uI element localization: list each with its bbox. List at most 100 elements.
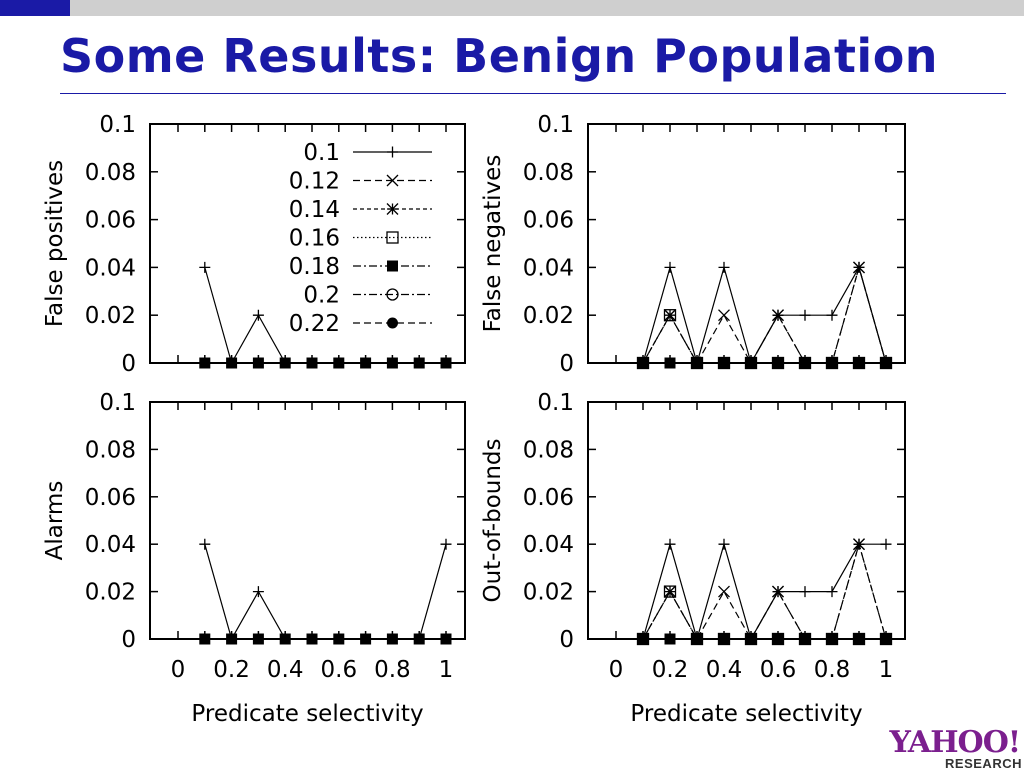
- slide-title: Some Results: Benign Population: [60, 29, 939, 83]
- data-point: [718, 538, 730, 550]
- data-point: [664, 538, 676, 550]
- legend-label: 0.12: [289, 169, 340, 195]
- series-line: [204, 267, 446, 365]
- y-axis-label: Out-of-bounds: [480, 438, 506, 602]
- data-point: [880, 357, 892, 369]
- x-tick-label: 0.4: [267, 657, 304, 683]
- y-tick-label: 0.02: [523, 580, 574, 606]
- y-tick-label: 0.04: [523, 532, 574, 558]
- data-point: [745, 357, 757, 369]
- legend-marker: [386, 203, 399, 215]
- data-point: [826, 586, 838, 598]
- data-point: [691, 633, 703, 645]
- legend-label: 0.16: [289, 226, 340, 252]
- y-tick-label: 0: [559, 627, 574, 653]
- data-point: [853, 538, 865, 550]
- logo-brand: YAHOO!: [889, 725, 1021, 760]
- data-point: [413, 633, 425, 645]
- y-tick-label: 0.08: [523, 437, 574, 463]
- x-tick-label: 0.6: [321, 657, 358, 683]
- legend-label: 0.2: [303, 283, 340, 309]
- data-point: [826, 357, 838, 369]
- x-tick-label: 0.8: [814, 657, 851, 683]
- data-point: [664, 585, 676, 598]
- data-point: [853, 261, 865, 273]
- data-point: [718, 261, 730, 273]
- data-point: [771, 356, 785, 370]
- x-tick-label: 1: [879, 657, 894, 683]
- data-point: [772, 586, 784, 598]
- data-point: [880, 633, 892, 645]
- data-point: [880, 538, 892, 550]
- series-line: [642, 265, 887, 365]
- legend-label: 0.14: [289, 197, 340, 223]
- y-tick-label: 0: [121, 351, 136, 377]
- data-point: [252, 357, 264, 369]
- y-tick-label: 0.04: [523, 255, 574, 281]
- x-tick-label: 0.6: [760, 657, 797, 683]
- data-point: [772, 633, 784, 645]
- series-line: [204, 544, 447, 641]
- top-bar: [0, 0, 1024, 16]
- data-point: [226, 357, 238, 369]
- y-tick-label: 0.1: [537, 112, 574, 138]
- plot-frame: [587, 401, 906, 640]
- data-point: [252, 586, 264, 598]
- y-tick-label: 0.02: [85, 580, 136, 606]
- series-0.1: [637, 261, 892, 369]
- data-point: [852, 632, 866, 646]
- data-point: [252, 309, 264, 321]
- legend-label: 0.1: [303, 140, 340, 166]
- x-tick-label: 0: [171, 657, 186, 683]
- data-point: [771, 632, 785, 646]
- x-tick-label: 0.2: [213, 657, 250, 683]
- y-tick-label: 0.06: [85, 485, 136, 511]
- chart-panel-alarms: 0 0.02 0.04 0.06 0.08 0.1 0 0.2 0.4 0.6 0.8 1 Alarms…: [42, 390, 466, 727]
- series-line: [642, 542, 887, 640]
- data-point: [691, 357, 703, 369]
- data-point: [637, 633, 649, 645]
- data-point: [853, 633, 865, 645]
- chart-panel-out-of-bounds: 0 0.02 0.04 0.06 0.08 0.1 0 0.2 0.4 0.6 0.8 1 Out-of…: [480, 390, 906, 727]
- chart-panel-false-negatives: 0 0.02 0.04 0.06 0.08 0.1 False negatives: [480, 112, 906, 377]
- data-point: [664, 261, 676, 273]
- data-point: [799, 586, 811, 598]
- data-point: [279, 357, 291, 369]
- data-point: [360, 633, 372, 645]
- data-point: [664, 357, 676, 369]
- data-point: [799, 309, 811, 321]
- data-point: [440, 357, 452, 369]
- plot-frame: [587, 123, 906, 364]
- legend-label: 0.18: [289, 254, 340, 280]
- data-point: [664, 633, 676, 645]
- y-tick-label: 0.02: [85, 303, 136, 329]
- data-point: [199, 261, 211, 273]
- data-point: [799, 633, 811, 645]
- data-point: [333, 633, 345, 645]
- x-axis-label: Predicate selectivity: [191, 701, 423, 727]
- data-point: [826, 633, 838, 645]
- series-0.1: [199, 261, 452, 369]
- data-point: [333, 357, 345, 369]
- y-tick-label: 0.08: [85, 160, 136, 186]
- data-point: [718, 633, 730, 645]
- data-point: [252, 633, 264, 645]
- data-point: [772, 357, 784, 369]
- legend-marker: [386, 231, 399, 244]
- data-point: [637, 357, 649, 369]
- data-point: [199, 633, 211, 645]
- legend-label: 0.22: [289, 311, 340, 337]
- data-point: [413, 357, 425, 369]
- legend-marker: [386, 174, 399, 187]
- data-point: [852, 356, 866, 370]
- x-tick-label: 0: [609, 657, 624, 683]
- x-tick-label: 0.8: [374, 657, 411, 683]
- data-point: [745, 633, 757, 645]
- data-point: [360, 357, 372, 369]
- data-point: [718, 357, 730, 369]
- data-point: [772, 309, 784, 321]
- title-rule: [60, 93, 1006, 94]
- series-line: [642, 590, 886, 640]
- legend-marker: [387, 260, 398, 272]
